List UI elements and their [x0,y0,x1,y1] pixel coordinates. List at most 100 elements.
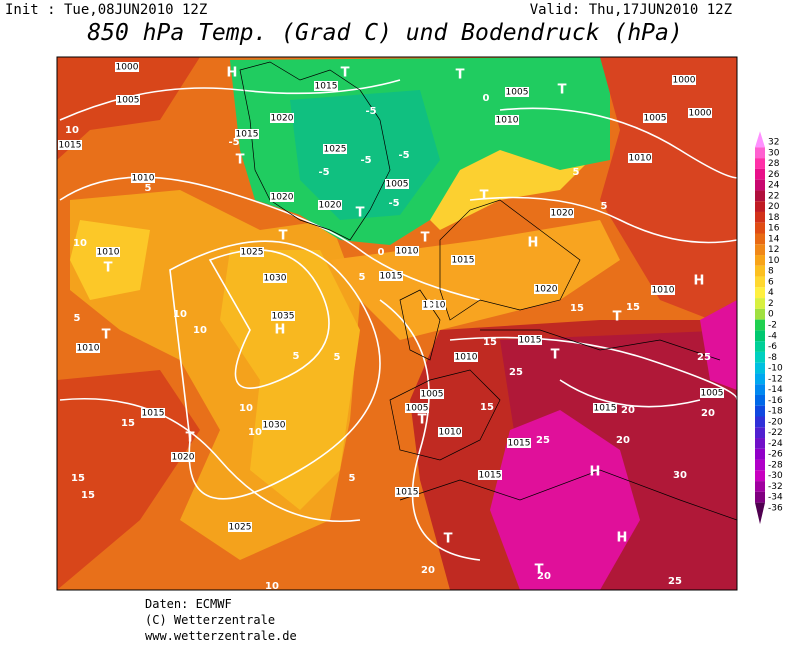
temperature-label: 25 [668,576,682,587]
isobar-label: 1010 [97,248,120,258]
isobar-label-box [115,62,139,72]
temperature-label: 5 [573,167,580,178]
temperature-label: -5 [360,155,371,166]
isobar-label-box [131,173,155,183]
isobar-label-box [228,522,252,532]
colorbar-label: -6 [768,342,777,352]
colorbar-swatch [755,373,765,385]
colorbar-label: -36 [768,504,783,514]
isobar-label: 1015 [508,439,531,449]
isobar-label: 1005 [644,114,667,124]
colorbar-swatch [755,287,765,299]
isobar-label: 1005 [117,96,140,106]
temperature-label: 20 [621,405,635,416]
colorbar-label: -24 [768,439,783,449]
temperature-label: 5 [145,183,152,194]
colorbar-swatch [755,147,765,159]
colorbar-swatch [755,459,765,471]
map-labels: 1000100510151010101010101015102010151025… [58,62,724,592]
isobar-label-box [534,284,558,294]
temperature-label: 10 [65,125,79,136]
pressure-center: T [418,413,427,428]
pressure-center: T [279,229,288,244]
isobar-label-box [700,388,724,398]
isobar-label: 1015 [142,409,165,419]
isobar-label-box [550,208,574,218]
colorbar-label: 2 [768,299,774,309]
pressure-center: T [186,431,195,446]
pressure-center: H [227,66,238,81]
colorbar-swatch [755,394,765,406]
pressure-center: H [694,274,705,289]
isobar-label: 1010 [629,154,652,164]
isobar-label: 1020 [172,453,195,463]
init-time: Init : Tue,08JUN2010 12Z [5,2,207,18]
temperature-label: 5 [293,351,300,362]
isobar-label: 1020 [319,201,342,211]
temperature-label: 15 [71,473,85,484]
pressure-center: H [528,236,539,251]
isobar-label-box [593,403,617,413]
isobar-label-box [235,129,259,139]
isobar-label-box [495,115,519,125]
isobar-label: 1015 [380,272,403,282]
isobar-label-box [116,95,140,105]
temperature-label: 25 [509,367,523,378]
isobar-label: 1000 [116,63,139,73]
colorbar-swatch [755,438,765,449]
isobar-label-box [688,108,712,118]
isobar-label: 1005 [506,88,529,98]
temperature-label: 5 [74,313,81,324]
isobar-label-box [271,311,295,321]
isobar-label: 1030 [264,274,287,284]
colorbar-label: -20 [768,417,783,427]
colorbar-label: 8 [768,267,774,277]
colorbar-swatch [755,179,765,191]
isobar-label: 1010 [455,353,478,363]
temperature-label: 5 [601,201,608,212]
isobar-label-box [318,200,342,210]
isobar-label-box [270,113,294,123]
temperature-label: 15 [626,302,640,313]
isobar-label-box [171,452,195,462]
colorbar-swatch [755,211,765,223]
isobar-label-box [76,343,100,353]
pressure-center: T [104,261,113,276]
pressure-center: T [102,328,111,343]
temperature-label: 10 [193,325,207,336]
isobar-label: 1005 [701,389,724,399]
colorbar-label: 16 [768,224,780,234]
isobar-label: 1010 [439,428,462,438]
temperature-label: 0 [483,93,490,104]
colorbar: 32302826242220181614121086420-2-4-6-8-10… [755,131,783,525]
temperature-label: 15 [480,402,494,413]
pressure-center: H [275,323,286,338]
isobar-label: 1010 [132,174,155,184]
colorbar-cap [755,131,765,148]
colorbar-swatch [755,265,765,277]
isobar-label-box [651,285,675,295]
isobar-label: 1015 [396,488,419,498]
isobar-label: 1015 [519,336,542,346]
temperature-label: 15 [483,337,497,348]
pressure-center: T [456,68,465,83]
colorbar-label: 32 [768,138,779,148]
temperature-label: 20 [616,435,630,446]
colorbar-swatch [755,416,765,428]
isobar-label-box [643,113,667,123]
colorbar-swatch [755,405,765,417]
colorbar-label: -14 [768,385,783,395]
isobar-label: 1005 [421,390,444,400]
colorbar-swatch [755,244,765,256]
colorbar-label: 10 [768,256,780,266]
temperature-label: 5 [349,473,356,484]
map-frame [56,56,738,591]
colorbar-swatch [755,168,765,180]
colorbar-label: 4 [768,288,774,298]
isobar-label-box [395,487,419,497]
isobar-label-box [58,140,82,150]
colorbar-swatch [755,201,765,212]
temperature-label: -5 [388,198,399,209]
colorbar-label: 26 [768,170,780,180]
colorbar-swatch [755,362,765,374]
